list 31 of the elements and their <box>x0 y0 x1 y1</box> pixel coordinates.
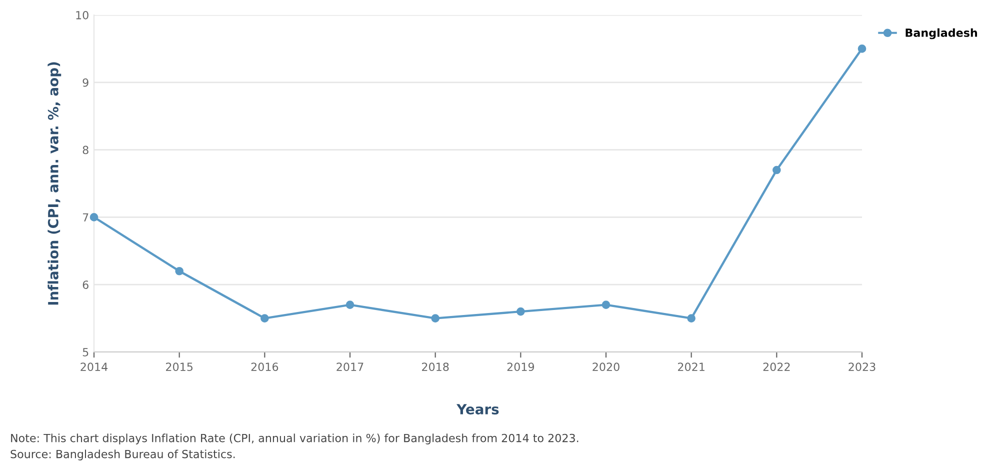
x-tick-label: 2018 <box>422 362 449 372</box>
source-note: Source: Bangladesh Bureau of Statistics. <box>10 450 235 460</box>
point <box>602 300 610 309</box>
x-tick-label: 2020 <box>592 362 620 372</box>
point <box>175 266 184 276</box>
point <box>90 213 98 222</box>
x-tick-label: 2021 <box>678 362 704 372</box>
y-tick-label: 9 <box>82 78 88 87</box>
text: Note: This chart displays Inflation Rate (CPI, annual variation in %) for Bangladesh from 2014 to 2023. <box>11 434 578 444</box>
point <box>346 300 354 309</box>
x-tick-label: 2019 <box>507 362 534 372</box>
x-tick-label: 2015 <box>166 362 192 372</box>
x-tick-label: 2022 <box>763 362 790 372</box>
x-tick-label: 2014 <box>80 362 108 372</box>
y-tick-label: 8 <box>82 146 88 154</box>
y-tick-label: 5 <box>82 348 88 356</box>
point <box>858 44 866 53</box>
y-axis-title: Inflation (CPI, ann. var. %, aop) <box>48 62 62 305</box>
point <box>772 166 781 174</box>
point <box>516 307 525 316</box>
y-tick-label: 10 <box>76 10 88 20</box>
x-tick-label: 2016 <box>251 362 278 372</box>
y-tick-label: 6 <box>82 280 88 289</box>
legend-label: Bangladesh <box>906 28 978 40</box>
point <box>687 314 696 322</box>
y-tick-label: 7 <box>82 213 88 222</box>
point <box>260 314 269 322</box>
x-axis-title: Years <box>456 404 499 414</box>
x-tick-label: 2023 <box>848 362 876 372</box>
x-tick-label: 2017 <box>336 362 364 372</box>
point <box>431 314 440 322</box>
